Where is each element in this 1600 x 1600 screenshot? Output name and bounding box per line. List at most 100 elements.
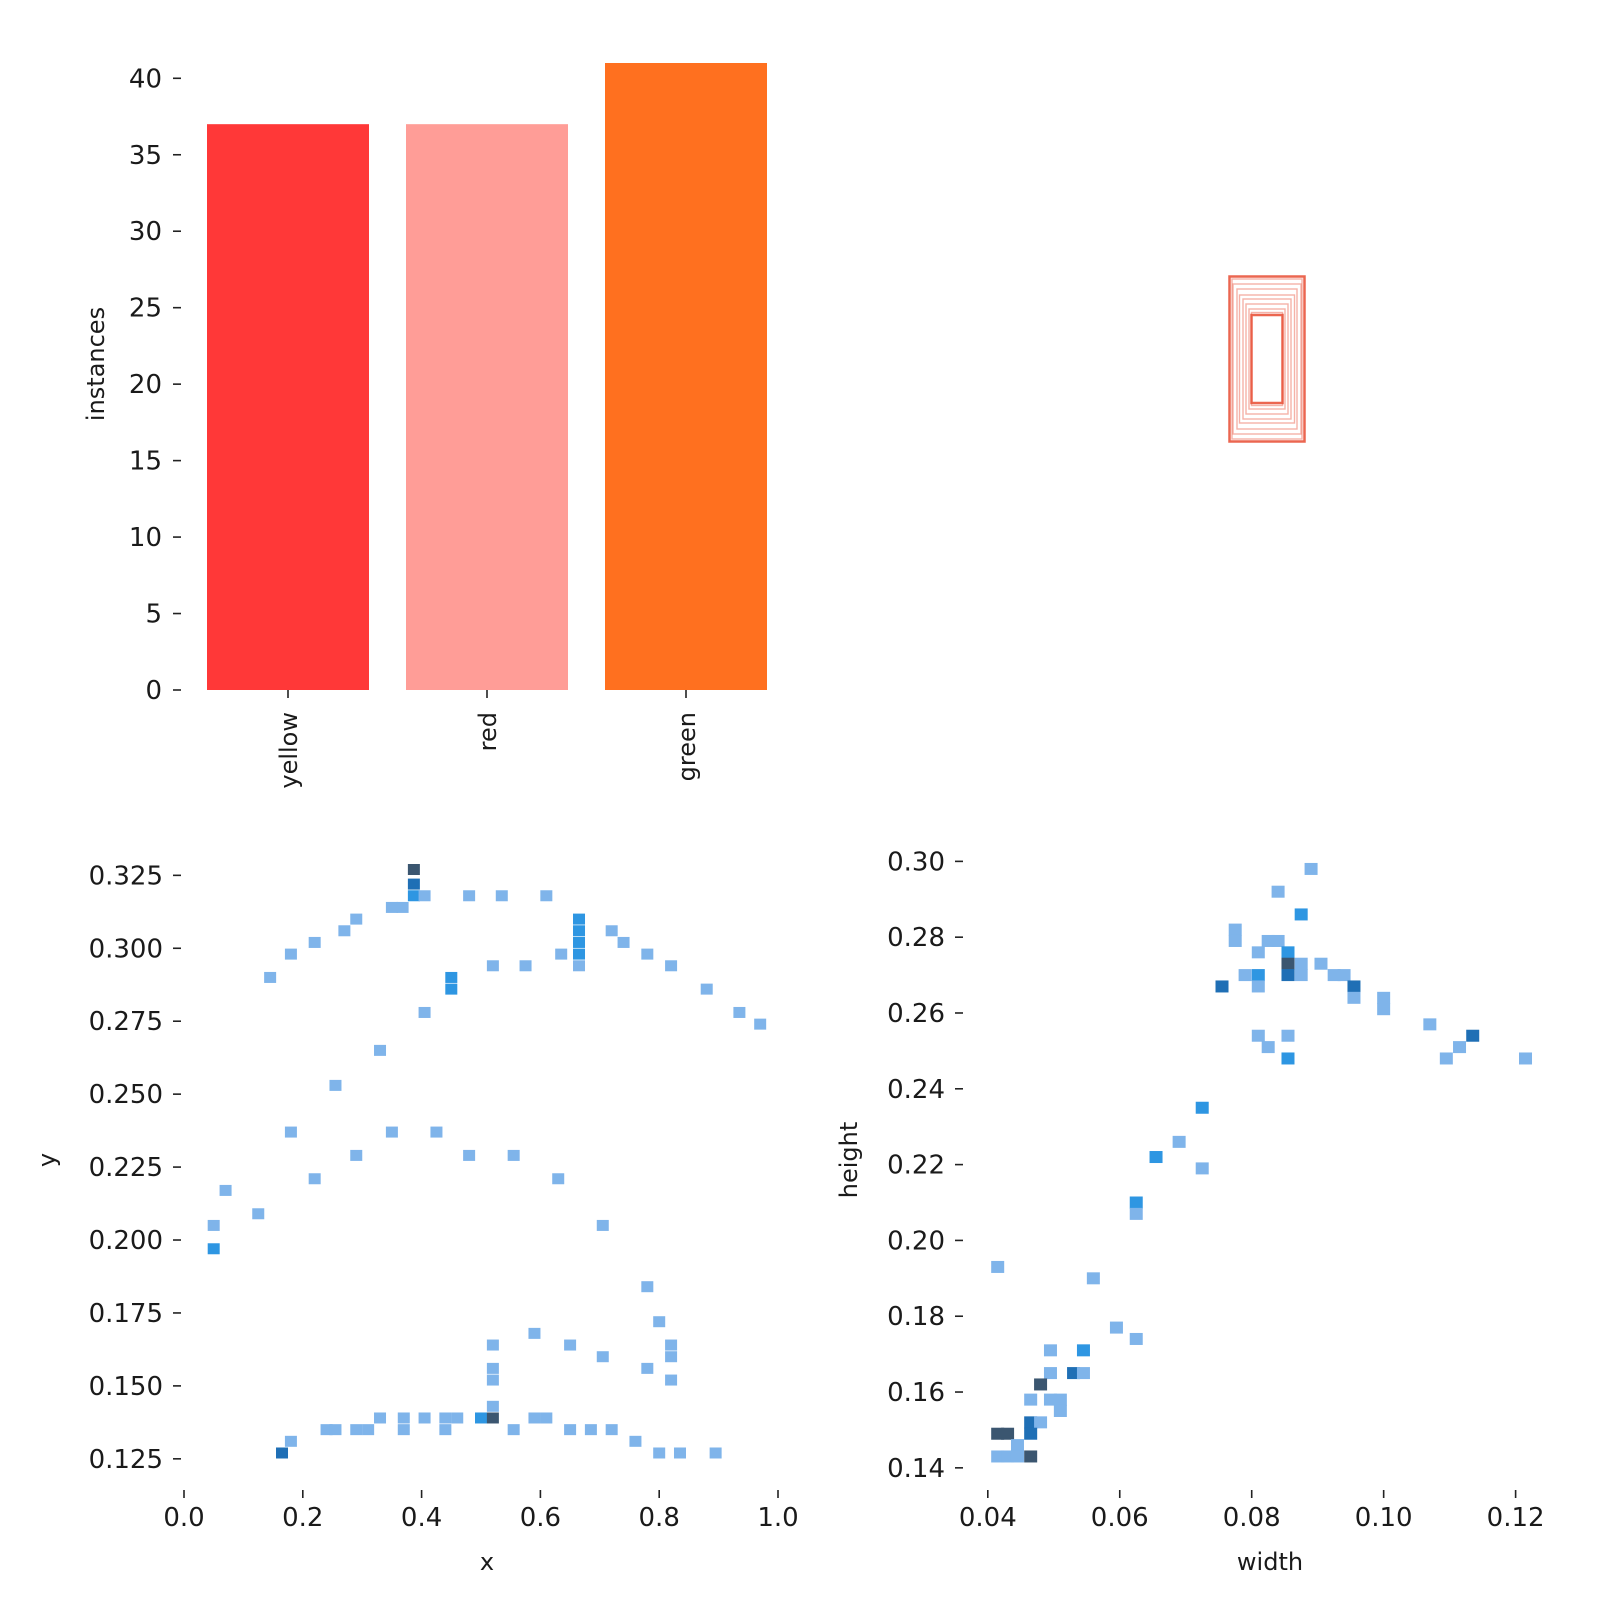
- bounding-box: [1232, 283, 1302, 435]
- xy-heatmap-cell: [555, 948, 568, 960]
- bar-x-tick-label: yellow: [275, 712, 303, 789]
- xy-heatmap-cell: [407, 864, 420, 876]
- xy-heatmap-cell: [362, 1424, 375, 1436]
- wh-heatmap-cells: [991, 862, 1533, 1463]
- xy-x-tick-label: 1.0: [757, 1503, 798, 1533]
- wh-heatmap-cell: [1327, 969, 1341, 982]
- wh-x-axis-label: width: [1237, 1548, 1303, 1576]
- xy-heatmap-cell: [463, 1149, 476, 1161]
- bar-y-tick-label: 40: [129, 64, 162, 94]
- wh-heatmap-cell: [1024, 1416, 1038, 1429]
- xy-y-tick-label: 0.325: [89, 861, 163, 891]
- wh-y-tick-label: 0.14: [887, 1454, 945, 1484]
- bar-y-tick-label: 30: [129, 217, 162, 247]
- bar-x-tick-label: red: [474, 712, 502, 751]
- xy-heatmap-cell: [733, 1006, 746, 1018]
- xy-heatmap-cell: [418, 890, 431, 902]
- bar-y-tick-label: 5: [145, 600, 162, 630]
- xy-heatmap-cell: [396, 901, 409, 913]
- bar-y-tick-label: 35: [129, 141, 162, 171]
- wh-y-tick-label: 0.20: [887, 1226, 945, 1256]
- xy-heatmap-cell: [338, 925, 351, 937]
- bar-y-tick-label: 0: [145, 676, 162, 706]
- xy-y-tick-label: 0.125: [89, 1445, 163, 1475]
- xy-heatmap-cell: [350, 1149, 363, 1161]
- xy-heatmap-cell: [665, 960, 678, 972]
- wh-y-ticks: 0.14 0.16 0.18 0.20 0.22 0.24 0.26 0.28 0.30: [887, 847, 963, 1484]
- xy-heatmap-cell: [308, 936, 321, 948]
- wh-heatmap-cell: [1010, 1450, 1024, 1463]
- wh-heatmap-cell: [1076, 1367, 1090, 1380]
- wh-y-tick-label: 0.26: [887, 999, 945, 1029]
- wh-y-tick-label: 0.24: [887, 1075, 945, 1105]
- wh-x-tick-label: 0.12: [1487, 1503, 1545, 1533]
- xy-heatmap-cell: [486, 1339, 499, 1351]
- wh-heatmap-cell: [1251, 980, 1265, 993]
- wh-heatmap-cell: [1261, 934, 1275, 947]
- wh-y-tick-label: 0.28: [887, 923, 945, 953]
- xy-y-tick-label: 0.150: [89, 1372, 163, 1402]
- wh-heatmap-cell: [1347, 980, 1361, 993]
- xy-heatmap-cell: [430, 1126, 443, 1138]
- wh-heatmap-cell: [1271, 934, 1285, 947]
- bounding-box: [1245, 303, 1289, 415]
- xy-heatmap-cell: [573, 948, 586, 960]
- xy-y-ticks: 0.125 0.150 0.175 0.200 0.225 0.250 0.275 0.300…: [89, 861, 181, 1475]
- bar-series: [207, 63, 767, 691]
- wh-heatmap-cell: [1228, 934, 1242, 947]
- xy-x-tick-label: 0.8: [639, 1503, 680, 1533]
- wh-heatmap-cell: [991, 1260, 1005, 1273]
- xy-heatmap-cell: [596, 1351, 609, 1363]
- wh-heatmap-cell: [1172, 1135, 1186, 1148]
- wh-y-tick-label: 0.30: [887, 847, 945, 877]
- wh-x-tick-label: 0.06: [1091, 1503, 1149, 1533]
- xy-y-tick-label: 0.300: [89, 934, 163, 964]
- xy-heatmap-cell: [653, 1447, 666, 1459]
- xy-heatmap-cell: [573, 960, 586, 972]
- xy-heatmap-cell: [754, 1018, 767, 1030]
- xy-heatmap-cell: [507, 1424, 520, 1436]
- bounding-box: [1250, 313, 1284, 405]
- xy-heatmap-cell: [385, 901, 398, 913]
- xy-heatmap-cell: [641, 948, 654, 960]
- xy-heatmap-cells: [207, 864, 767, 1459]
- wh-heatmap-cell: [1024, 1427, 1038, 1440]
- xy-heatmap-cell: [407, 878, 420, 890]
- wh-heatmap-cell: [1024, 1450, 1038, 1463]
- xy-heatmap-cell: [573, 925, 586, 937]
- xy-y-tick-label: 0.250: [89, 1080, 163, 1110]
- wh-heatmap-cell: [1149, 1151, 1163, 1164]
- wh-heatmap-cell: [1034, 1378, 1048, 1391]
- wh-heatmap-cell: [1294, 957, 1308, 970]
- wh-x-tick-label: 0.04: [959, 1503, 1017, 1533]
- wh-y-tick-label: 0.22: [887, 1151, 945, 1181]
- bounding-box: [1242, 298, 1292, 420]
- wh-heatmap-cell: [1043, 1344, 1057, 1357]
- xy-heatmap-cell: [219, 1184, 232, 1196]
- xy-heatmap-cell: [653, 1316, 666, 1328]
- wh-heatmap-cell: [1043, 1367, 1057, 1380]
- wh-heatmap-cell: [1251, 969, 1265, 982]
- xy-heatmap-cell: [673, 1447, 686, 1459]
- xy-heatmap-cell: [463, 890, 476, 902]
- xy-heatmap-cell: [329, 1424, 342, 1436]
- xy-heatmap-cell: [486, 1374, 499, 1386]
- bar-y-tick-label: 10: [129, 523, 162, 553]
- bounding-box: [1231, 278, 1303, 440]
- xy-heatmap-cell: [495, 890, 508, 902]
- xy-heatmap-cell: [573, 936, 586, 948]
- xy-y-tick-label: 0.175: [89, 1299, 163, 1329]
- xy-heatmap-cell: [486, 1362, 499, 1374]
- wh-heatmap-cell: [1076, 1344, 1090, 1357]
- wh-heatmap-cell: [1010, 1439, 1024, 1452]
- width-height-heatmap: 0.14 0.16 0.18 0.20 0.22 0.24 0.26 0.28 0.30 0.0…: [835, 847, 1545, 1576]
- xy-heatmap-cell: [564, 1339, 577, 1351]
- wh-heatmap-cell: [1053, 1404, 1067, 1417]
- wh-heatmap-cell: [1466, 1029, 1480, 1042]
- xy-heatmap-cell: [397, 1424, 410, 1436]
- xy-heatmap-cell: [641, 1362, 654, 1374]
- xy-heatmap-cell: [486, 960, 499, 972]
- xy-heatmap-cell: [284, 1435, 297, 1447]
- wh-heatmap-cell: [1086, 1272, 1100, 1285]
